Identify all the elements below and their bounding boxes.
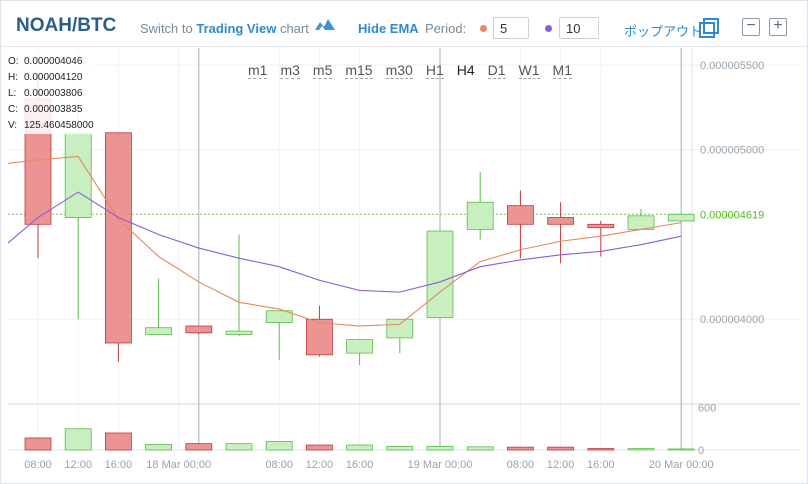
- volume-bar: [386, 446, 414, 451]
- ema-slow-period-input[interactable]: [559, 17, 599, 39]
- volume-bar: [466, 446, 494, 451]
- time-tick-label: 16:00: [105, 459, 133, 471]
- timeframe-h4[interactable]: H4: [456, 62, 475, 78]
- candle-body: [426, 230, 454, 318]
- cloud-icon[interactable]: [313, 16, 337, 39]
- candle-body: [587, 223, 615, 229]
- volume-bar: [346, 444, 374, 451]
- popout-icon[interactable]: [699, 18, 719, 43]
- volume-bar: [547, 446, 574, 451]
- candle-body: [386, 318, 414, 339]
- ohlcv-high: H: 0.000004120: [8, 70, 94, 86]
- time-tick-label: 12:00: [306, 459, 334, 471]
- volume-bar: [64, 428, 92, 451]
- timeframe-m3[interactable]: m3: [280, 62, 300, 79]
- price-tick-label: 0.000004000: [700, 314, 764, 326]
- timeframe-w1[interactable]: W1: [518, 62, 540, 79]
- open-value: 0.000004046: [24, 56, 83, 67]
- tradingview-switch-suffix: chart: [279, 21, 309, 36]
- ema-fast-swatch: [480, 25, 487, 32]
- volume-bar: [587, 448, 615, 451]
- volume-bar: [667, 448, 695, 451]
- open-label: O:: [8, 56, 19, 67]
- volume-bar: [105, 432, 132, 451]
- ema-fast-line: [7, 155, 682, 327]
- volume-bar: [24, 437, 52, 451]
- timeframe-m5[interactable]: m5: [312, 62, 333, 79]
- candle-body: [547, 217, 574, 225]
- candle-body: [225, 330, 253, 335]
- ohlcv-close: C: 0.000003835: [8, 102, 94, 118]
- candle-body: [64, 132, 92, 218]
- tradingview-switch-prefix: Switch to: [140, 21, 193, 36]
- timeframe-d1[interactable]: D1: [487, 62, 506, 79]
- ema-slow-line: [7, 191, 682, 293]
- candle-body: [105, 132, 132, 344]
- hide-ema-button[interactable]: Hide EMA: [358, 21, 419, 36]
- ohlcv-open: O: 0.000004046: [8, 54, 94, 70]
- time-tick-label: 12:00: [547, 459, 575, 471]
- time-tick-label: 16:00: [346, 459, 374, 471]
- volume-bar: [145, 443, 173, 451]
- tradingview-link[interactable]: Trading View: [196, 21, 277, 36]
- volume-bar: [627, 448, 655, 451]
- ema-fast-period-input[interactable]: [493, 17, 529, 39]
- time-tick-label: 16:00: [587, 459, 615, 471]
- volume-value: 125.460458000: [24, 120, 94, 131]
- timeframe-selector: m1 m3 m5 m15 m30 H1 H4 D1 W1 M1: [248, 62, 585, 79]
- volume-tick-label: 0: [698, 445, 704, 457]
- candle-body: [506, 205, 534, 225]
- high-value: 0.000004120: [24, 72, 83, 83]
- period-label: Period:: [425, 21, 467, 36]
- timeframe-m1[interactable]: m1: [248, 62, 268, 79]
- tradingview-switch[interactable]: Switch to Trading View chart: [140, 21, 309, 36]
- close-label: C:: [8, 104, 18, 115]
- popout-button[interactable]: ポップアウト: [624, 24, 703, 39]
- candle-body: [265, 310, 293, 324]
- volume-tick-label: 600: [698, 403, 716, 415]
- price-tick-label: 0.000005000: [700, 145, 764, 157]
- time-tick-label: 08:00: [507, 459, 535, 471]
- zoom-in-button[interactable]: +: [769, 18, 787, 36]
- candle-body: [466, 201, 494, 230]
- zoom-out-button[interactable]: −: [742, 18, 760, 36]
- candle-body: [185, 325, 213, 334]
- timeframe-m30[interactable]: m30: [385, 62, 413, 79]
- pair-title: NOAH/BTC: [16, 15, 117, 36]
- low-value: 0.000003806: [24, 88, 83, 99]
- volume-bar: [185, 443, 213, 451]
- candle-body: [667, 213, 695, 222]
- time-tick-label: 18 Mar 00:00: [146, 459, 211, 471]
- volume-bar: [265, 441, 293, 451]
- volume-bar: [305, 444, 333, 451]
- ohlcv-low: L: 0.000003806: [8, 86, 94, 102]
- time-tick-label: 08:00: [24, 459, 52, 471]
- time-tick-label: 12:00: [64, 459, 92, 471]
- timeframe-m1-month[interactable]: M1: [552, 62, 572, 79]
- ema-slow-swatch: [545, 25, 552, 32]
- volume-bar: [506, 446, 534, 451]
- volume-bar: [426, 446, 454, 451]
- timeframe-h1[interactable]: H1: [425, 62, 444, 79]
- ohlcv-volume: V: 125.460458000: [8, 118, 94, 134]
- close-value: 0.000003835: [24, 104, 83, 115]
- timeframe-m15[interactable]: m15: [345, 62, 373, 79]
- last-price-label: 0.000004619: [700, 209, 764, 221]
- candle-body: [145, 327, 173, 335]
- high-label: H:: [8, 72, 18, 83]
- time-tick-label: 19 Mar 00:00: [408, 459, 473, 471]
- chart-toolbar: NOAH/BTC Switch to Trading View chart Hi…: [0, 0, 808, 47]
- candle-body: [346, 339, 374, 354]
- ohlcv-readout: O: 0.000004046 H: 0.000004120 L: 0.00000380…: [8, 54, 94, 134]
- price-tick-label: 0.000005500: [700, 60, 764, 72]
- volume-label: V:: [8, 120, 18, 131]
- time-tick-label: 20 Mar 00:00: [649, 459, 714, 471]
- volume-bar: [225, 443, 253, 451]
- time-tick-label: 08:00: [265, 459, 293, 471]
- candle-body: [305, 318, 333, 356]
- low-label: L:: [8, 88, 17, 99]
